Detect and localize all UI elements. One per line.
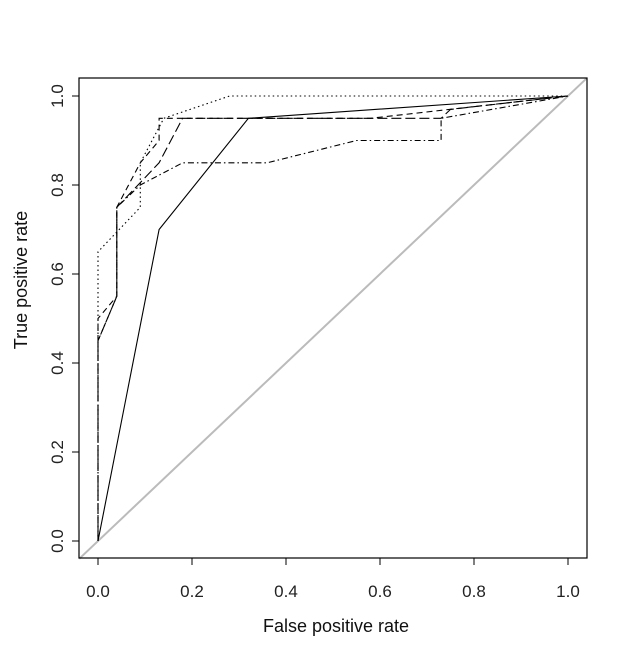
x-tick-label: 1.0: [556, 582, 580, 601]
x-tick-label: 0.4: [274, 582, 298, 601]
x-tick-label: 0.6: [368, 582, 392, 601]
y-tick-label: 0.0: [48, 529, 67, 553]
y-tick-label: 0.2: [48, 440, 67, 464]
y-tick-label: 1.0: [48, 84, 67, 108]
y-tick-label: 0.8: [48, 173, 67, 197]
x-tick-label: 0.2: [180, 582, 204, 601]
plot-frame: [78, 77, 588, 559]
axis-layer: 0.0 0.2 0.4 0.6 0.8 1.0 0.0 0.2 0.4 0.6 0.8 1.0: [48, 84, 580, 601]
roc-curve-longdash: [97, 95, 569, 541]
x-axis-title: False positive rate: [263, 616, 409, 636]
roc-curve-solid: [97, 95, 569, 542]
x-tick-label: 0.0: [86, 582, 110, 601]
y-tick-label: 0.6: [48, 262, 67, 286]
y-axis-title: True positive rate: [11, 211, 31, 349]
y-tick-label: 0.4: [48, 351, 67, 375]
roc-curve-dotted: [97, 95, 568, 541]
x-tick-label: 0.8: [462, 582, 486, 601]
series-layer: [78, 77, 588, 560]
reference-diagonal-line: [78, 77, 588, 560]
